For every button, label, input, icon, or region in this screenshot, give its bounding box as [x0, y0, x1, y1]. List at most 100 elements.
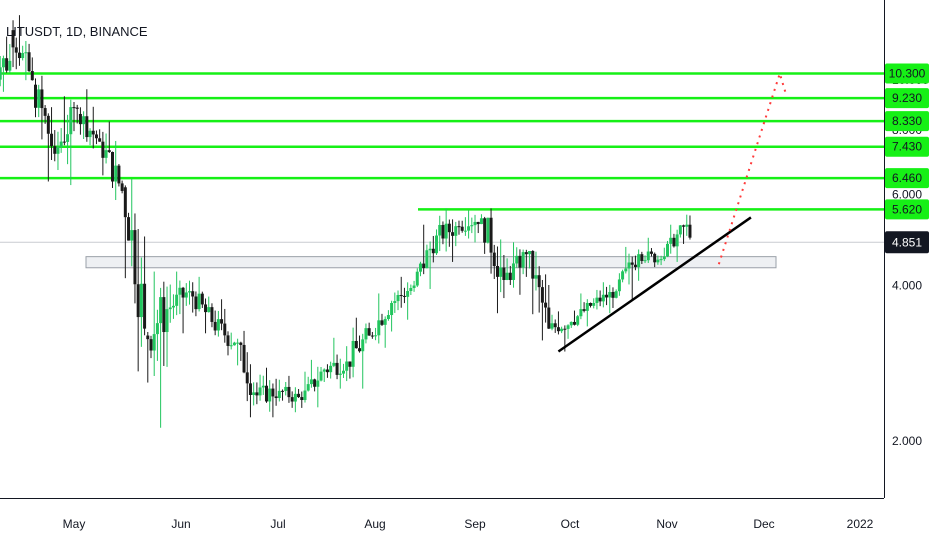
candle-body — [40, 89, 44, 109]
candle-body — [17, 52, 21, 59]
candle-body — [59, 141, 63, 147]
candle-body — [123, 187, 127, 218]
candle-body — [210, 307, 214, 322]
candle-body — [402, 295, 406, 297]
level-price-text: 9.230 — [892, 91, 922, 105]
level-price-tag — [885, 199, 929, 220]
candle-body — [46, 115, 50, 134]
candle-body — [457, 226, 461, 228]
ascending-trendline — [557, 216, 752, 353]
candle-body — [146, 335, 150, 340]
candle-body — [242, 344, 246, 373]
x-tick-label: Aug — [364, 517, 385, 531]
candle-body — [361, 339, 365, 352]
candle-body — [184, 292, 188, 298]
candle-body — [479, 218, 483, 225]
candle-body — [21, 53, 25, 59]
candle-body — [495, 266, 499, 277]
candle-body — [441, 224, 445, 239]
candle-body — [159, 297, 163, 324]
candle-body — [489, 217, 493, 253]
candle-body — [133, 230, 137, 285]
current-price-tag — [885, 231, 929, 254]
candle-body — [672, 237, 676, 247]
candle-body — [117, 165, 121, 184]
candle-body — [627, 262, 631, 269]
candle-body — [216, 319, 220, 331]
candle-body — [425, 250, 429, 269]
candle-body — [608, 292, 612, 298]
candle-body — [11, 30, 15, 48]
candle-body — [544, 302, 548, 308]
level-price-text: 6.460 — [892, 171, 922, 185]
candle-body — [149, 339, 153, 351]
level-price-text: 8.330 — [892, 114, 922, 128]
candle-body — [322, 369, 326, 372]
candle-body — [383, 319, 387, 325]
candle-body — [175, 294, 179, 306]
candle-body — [300, 397, 304, 401]
candle-body — [78, 113, 82, 125]
candle-body — [110, 151, 114, 182]
candle-body — [290, 397, 294, 402]
candle-body — [165, 309, 169, 333]
candle-body — [277, 390, 281, 399]
candle-body — [431, 248, 435, 254]
candle-body — [66, 134, 70, 142]
candle-body — [685, 224, 689, 227]
y-tick-label: 4.000 — [892, 279, 922, 293]
candle-body — [678, 225, 682, 235]
candle-body — [284, 386, 288, 391]
candle-body — [595, 297, 599, 303]
candle-body — [354, 340, 358, 349]
projection-path — [717, 70, 787, 265]
candle-body — [499, 267, 503, 277]
candle-body — [560, 328, 564, 332]
candle-body — [53, 146, 57, 154]
x-tick-label: Nov — [656, 517, 677, 531]
candle-body — [617, 279, 621, 292]
candle-body — [614, 291, 618, 298]
candle-body — [213, 321, 217, 331]
candle-body — [24, 52, 28, 54]
candle-body — [473, 221, 477, 226]
candle-body — [178, 287, 182, 295]
candle-body — [1, 58, 5, 68]
candle-body — [508, 272, 512, 280]
candle-body — [220, 319, 224, 324]
candle-body — [248, 383, 252, 395]
candle-body — [319, 371, 323, 381]
candle-body — [27, 52, 31, 72]
level-price-tag — [885, 168, 929, 189]
candle-body — [281, 390, 285, 392]
candle-body — [239, 342, 243, 345]
candle-body — [653, 253, 657, 263]
candle-body — [531, 250, 535, 279]
candle-body — [662, 256, 666, 260]
candle-body — [223, 323, 227, 336]
candle-body — [537, 275, 541, 288]
candle-body — [37, 89, 41, 108]
candle-body — [592, 302, 596, 306]
candle-body — [338, 373, 342, 375]
candle-body — [406, 291, 410, 297]
candle-body — [518, 255, 522, 268]
candle-body — [5, 58, 9, 71]
candle-body — [553, 323, 557, 328]
candle-body — [245, 372, 249, 384]
candle-body — [287, 386, 291, 398]
candle-body — [579, 309, 583, 317]
candle-body — [483, 218, 487, 243]
candle-body — [332, 362, 336, 366]
candle-body — [364, 328, 368, 340]
candle-body — [569, 321, 573, 326]
candle-body — [428, 248, 432, 251]
candle-body — [187, 291, 191, 293]
candle-body — [130, 230, 134, 241]
candle-body — [666, 243, 670, 257]
level-price-text: 10.300 — [889, 67, 926, 81]
candle-body — [646, 251, 650, 261]
candle-body — [409, 287, 413, 292]
